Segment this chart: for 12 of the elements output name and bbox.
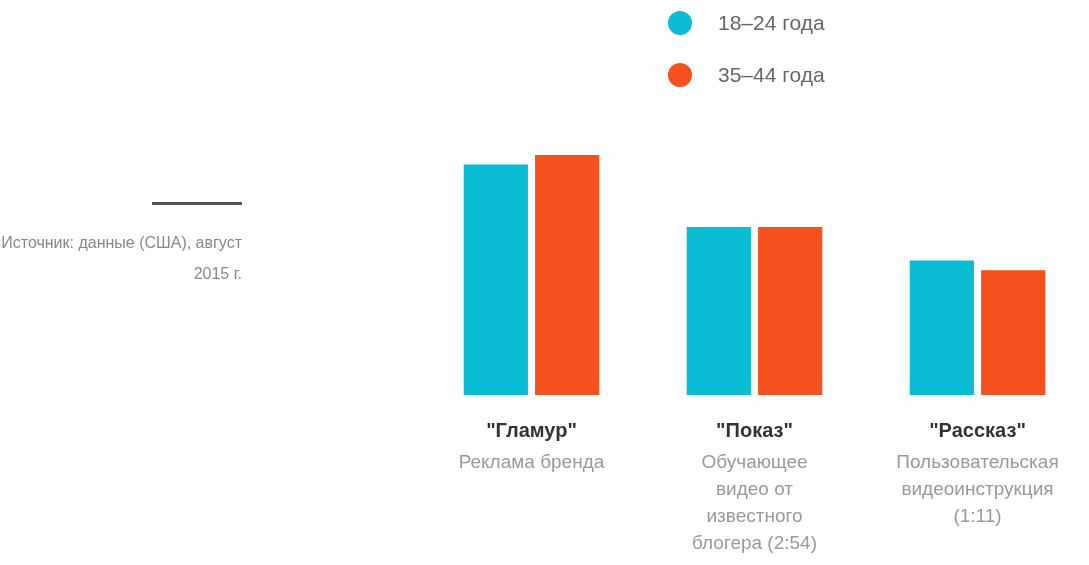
bar — [909, 260, 974, 395]
bar — [758, 227, 823, 395]
legend-label: 18–24 года — [718, 11, 825, 35]
x-tick-label: "Гламур" Реклама бренда — [458, 418, 605, 472]
bar — [981, 270, 1046, 395]
text: Источник: данные (США), август 2015 г. — [0, 233, 242, 284]
bar — [535, 155, 600, 395]
x-tick-label: "Рассказ" Пользовательская видеоинструкция (1:11) — [896, 418, 1059, 526]
x-tick-label: "Показ" Обучающее видео от известного блогера (2:54) — [691, 418, 818, 553]
bar — [463, 164, 528, 395]
bar — [686, 227, 751, 395]
legend-label: 35–44 года — [718, 63, 825, 87]
